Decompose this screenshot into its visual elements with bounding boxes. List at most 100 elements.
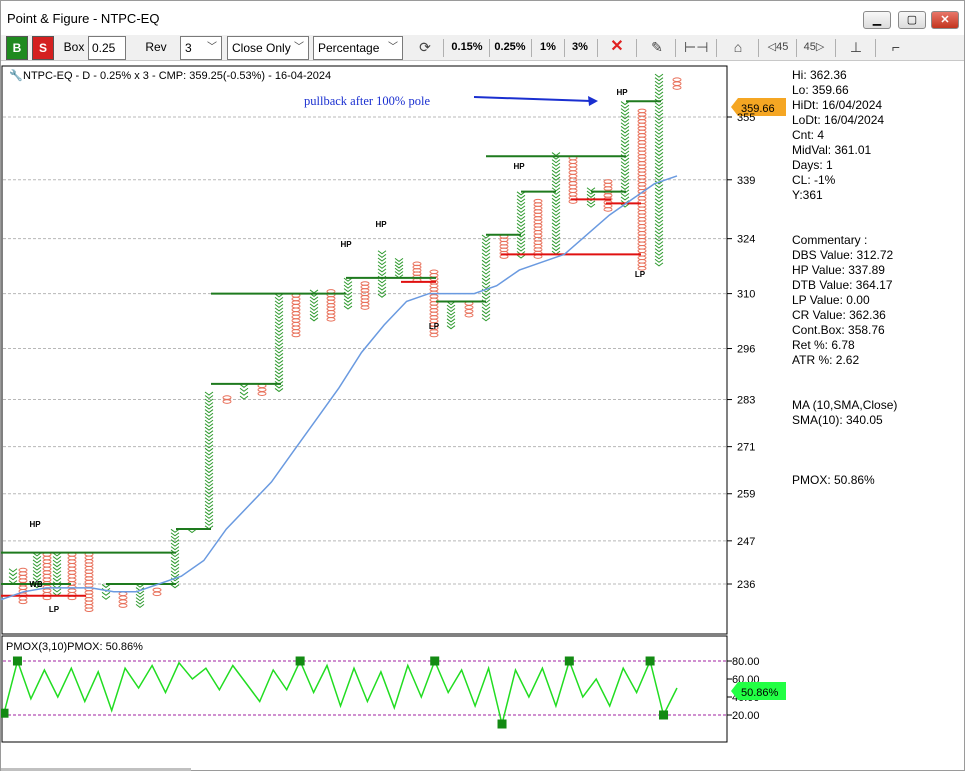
x-mark <box>274 307 284 312</box>
x-mark <box>551 243 561 248</box>
x-mark <box>170 528 180 533</box>
x-mark <box>204 465 214 470</box>
x-mark <box>8 568 18 573</box>
close-icon[interactable]: ✕ <box>931 11 959 29</box>
x-mark <box>551 159 561 164</box>
x-mark <box>377 282 387 287</box>
x-mark <box>481 267 491 272</box>
edit-icon[interactable]: ✎ <box>651 39 663 55</box>
pullback-annotation: pullback after 100% pole <box>304 94 430 108</box>
info-line: DBS Value: 312.72 <box>792 248 894 262</box>
x-mark <box>654 230 664 235</box>
delete-icon[interactable]: ✕ <box>610 38 624 55</box>
x-mark <box>654 112 664 117</box>
pnf-chart[interactable]: HP HP HP HP HP LP LP LP WB 🔧 NTPC-EQ - D - 0.25%… <box>0 64 786 768</box>
pmox-extreme-marker <box>564 656 574 666</box>
x-mark <box>170 563 180 568</box>
support-line-icon[interactable]: ⌂ <box>733 39 743 55</box>
x-mark <box>516 198 526 203</box>
pmox-extreme-marker <box>0 708 9 718</box>
sma-line <box>0 175 678 601</box>
x-mark <box>516 194 526 199</box>
x-mark <box>239 383 249 388</box>
box-type-select[interactable]: Percentage ﹀ <box>313 36 403 60</box>
preset-015-button[interactable]: 0.15% <box>451 41 483 53</box>
x-mark <box>204 479 214 484</box>
vertical-line-icon[interactable]: ⊥ <box>849 39 863 55</box>
x-mark <box>274 346 284 351</box>
x-mark <box>654 95 664 100</box>
info-line: Commentary : <box>792 233 868 247</box>
x-mark <box>654 144 664 149</box>
refresh-icon[interactable]: ⟳ <box>419 39 431 55</box>
x-mark <box>481 270 491 275</box>
axis-tick-label: 271 <box>737 442 755 454</box>
pattern-label: HP <box>340 240 352 249</box>
x-mark <box>586 193 596 198</box>
preset-025-button[interactable]: 0.25% <box>494 41 526 53</box>
info-line: ATR %: 2.62 <box>792 353 860 367</box>
sell-button[interactable]: S <box>32 36 54 60</box>
x-mark <box>654 159 664 164</box>
x-mark <box>446 321 456 326</box>
pmox-tag: 50.86% <box>731 682 786 700</box>
preset-3-button[interactable]: 3% <box>572 41 588 53</box>
x-mark <box>654 205 664 210</box>
crop-icon[interactable]: ⌐ <box>891 39 901 55</box>
x-mark <box>551 201 561 206</box>
x-mark <box>377 250 387 255</box>
price-mode-select[interactable]: Close Only ﹀ <box>227 36 309 60</box>
horizontal-scrollbar[interactable] <box>1 768 191 771</box>
x-mark <box>274 388 284 393</box>
pmox-tag-value: 50.86% <box>741 687 779 699</box>
x-mark <box>52 552 62 557</box>
box-size-input[interactable]: 0.25 <box>88 36 126 60</box>
x-mark <box>551 173 561 178</box>
x-mark <box>654 152 664 157</box>
chart-area[interactable]: HP HP HP HP HP LP LP LP WB 🔧 NTPC-EQ - D - 0.25%… <box>0 64 786 768</box>
pattern-label: HP <box>616 88 628 97</box>
info-line: LP Value: 0.00 <box>792 293 870 307</box>
price-mode-value: Close Only <box>232 41 291 55</box>
x-mark <box>135 583 145 588</box>
trend-lines <box>1 100 661 597</box>
x-mark <box>32 563 42 568</box>
x-mark <box>274 300 284 305</box>
x-mark <box>274 338 284 344</box>
axis-tick-label: 296 <box>737 344 755 356</box>
x-mark <box>654 109 664 114</box>
x-mark <box>239 395 249 400</box>
x-mark <box>32 584 42 589</box>
horizontal-line-icon[interactable]: ⊢⊣ <box>684 39 709 55</box>
x-mark <box>394 258 404 263</box>
x-mark <box>32 577 42 582</box>
axis-tick-label: 236 <box>737 579 755 591</box>
pattern-label: LP <box>429 322 440 331</box>
trend-45-up-icon[interactable]: 45▷ <box>803 41 825 53</box>
buy-button[interactable]: B <box>6 36 28 60</box>
x-mark <box>551 208 561 213</box>
axis-tick-label: 247 <box>737 536 755 548</box>
x-mark <box>204 458 214 463</box>
info-line: Lo: 359.66 <box>792 83 849 97</box>
x-mark <box>654 212 664 217</box>
x-mark <box>481 256 491 261</box>
x-mark <box>170 570 180 575</box>
pnf-columns <box>8 73 682 613</box>
x-mark <box>654 130 664 135</box>
rev-box-select[interactable]: 3 ﹀ <box>180 36 222 60</box>
x-mark <box>204 490 214 495</box>
maximize-icon[interactable]: ▢ <box>898 11 926 29</box>
o-mark <box>637 108 647 114</box>
x-mark <box>274 349 284 354</box>
wrench-icon[interactable]: 🔧 <box>9 68 23 82</box>
x-mark <box>654 116 664 121</box>
x-mark <box>309 306 319 311</box>
trend-45-down-icon[interactable]: ◁45 <box>767 41 789 53</box>
pmox-extreme-marker <box>430 656 440 666</box>
x-mark <box>204 472 214 477</box>
preset-1-button[interactable]: 1% <box>540 41 556 53</box>
x-mark <box>274 296 284 301</box>
minimize-icon[interactable]: ▁ <box>863 11 891 29</box>
x-mark <box>377 279 387 284</box>
